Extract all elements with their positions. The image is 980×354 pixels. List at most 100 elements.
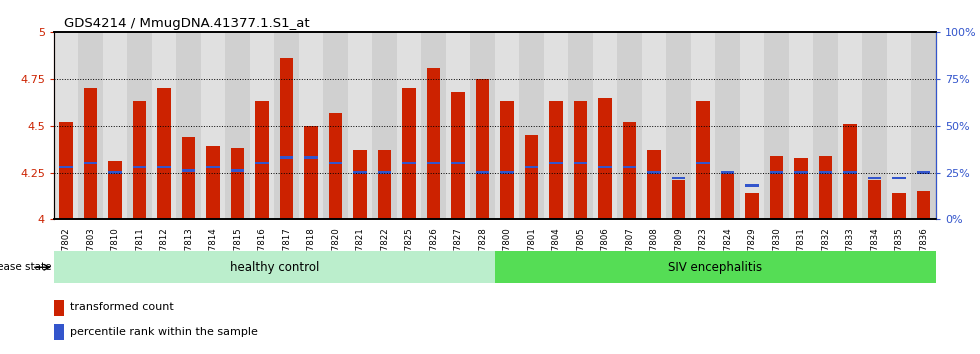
Bar xyxy=(305,126,318,219)
Bar xyxy=(495,32,519,219)
Bar xyxy=(231,148,244,219)
Bar xyxy=(844,124,857,219)
Bar xyxy=(770,171,783,174)
Bar xyxy=(231,170,244,172)
Bar xyxy=(574,162,587,164)
Bar xyxy=(893,177,906,179)
Bar xyxy=(133,166,146,168)
Bar xyxy=(54,300,64,316)
Bar xyxy=(354,150,367,219)
Bar xyxy=(54,32,78,219)
Bar xyxy=(280,58,293,219)
Bar xyxy=(887,32,911,219)
Bar xyxy=(623,122,636,219)
Bar xyxy=(446,32,470,219)
Bar xyxy=(354,171,367,174)
Bar xyxy=(697,101,710,219)
Text: GDS4214 / MmugDNA.41377.1.S1_at: GDS4214 / MmugDNA.41377.1.S1_at xyxy=(64,17,310,30)
Bar xyxy=(397,32,421,219)
Bar xyxy=(152,32,176,219)
Bar xyxy=(250,32,274,219)
Bar xyxy=(60,166,73,168)
Bar xyxy=(911,32,936,219)
Bar xyxy=(519,32,544,219)
Text: disease state: disease state xyxy=(0,262,52,272)
Bar xyxy=(525,166,538,168)
Bar xyxy=(813,32,838,219)
Bar xyxy=(109,171,122,174)
Bar xyxy=(470,32,495,219)
Bar xyxy=(158,166,171,168)
Bar xyxy=(372,32,397,219)
Bar xyxy=(299,32,323,219)
Bar xyxy=(201,32,225,219)
Bar xyxy=(617,32,642,219)
Bar xyxy=(182,170,195,172)
Bar xyxy=(280,156,293,159)
Bar xyxy=(207,166,220,168)
Bar xyxy=(452,162,465,164)
Bar xyxy=(574,101,587,219)
Bar xyxy=(501,101,514,219)
Bar xyxy=(893,193,906,219)
Bar xyxy=(329,162,342,164)
Bar xyxy=(427,68,440,219)
Bar xyxy=(158,88,171,219)
Bar xyxy=(672,177,685,179)
Bar xyxy=(78,32,103,219)
Bar xyxy=(691,32,715,219)
Bar xyxy=(746,184,759,187)
Bar xyxy=(476,171,489,174)
Bar xyxy=(274,32,299,219)
Bar xyxy=(207,146,220,219)
Bar xyxy=(862,32,887,219)
Bar xyxy=(697,162,710,164)
Bar xyxy=(305,156,318,159)
Bar xyxy=(256,162,269,164)
Bar xyxy=(917,171,930,174)
Bar xyxy=(819,156,832,219)
Bar xyxy=(868,180,881,219)
Bar xyxy=(599,166,612,168)
Bar xyxy=(648,171,661,174)
Bar xyxy=(789,32,813,219)
Bar xyxy=(54,251,495,283)
Bar xyxy=(60,122,73,219)
Bar xyxy=(103,32,127,219)
Bar xyxy=(348,32,372,219)
Bar xyxy=(403,88,416,219)
Bar xyxy=(84,162,97,164)
Bar xyxy=(648,150,661,219)
Bar xyxy=(599,97,612,219)
Bar xyxy=(795,158,808,219)
Bar xyxy=(838,32,862,219)
Bar xyxy=(721,175,734,219)
Text: percentile rank within the sample: percentile rank within the sample xyxy=(70,327,258,337)
Bar xyxy=(721,171,734,174)
Text: SIV encephalitis: SIV encephalitis xyxy=(668,261,762,274)
Text: transformed count: transformed count xyxy=(70,302,173,312)
Bar xyxy=(403,162,416,164)
Bar xyxy=(329,113,342,219)
Bar xyxy=(84,88,97,219)
Bar xyxy=(378,150,391,219)
Bar xyxy=(127,32,152,219)
Bar xyxy=(764,32,789,219)
Bar xyxy=(844,171,857,174)
Bar xyxy=(819,171,832,174)
Bar xyxy=(544,32,568,219)
Bar xyxy=(421,32,446,219)
Bar xyxy=(623,166,636,168)
Text: healthy control: healthy control xyxy=(229,261,319,274)
Bar xyxy=(452,92,465,219)
Bar xyxy=(133,101,146,219)
Bar xyxy=(378,171,391,174)
Bar xyxy=(666,32,691,219)
Bar xyxy=(672,180,685,219)
Bar xyxy=(746,193,759,219)
Bar xyxy=(256,101,269,219)
Bar xyxy=(476,79,489,219)
Bar xyxy=(642,32,666,219)
Bar xyxy=(795,171,808,174)
Bar xyxy=(225,32,250,219)
